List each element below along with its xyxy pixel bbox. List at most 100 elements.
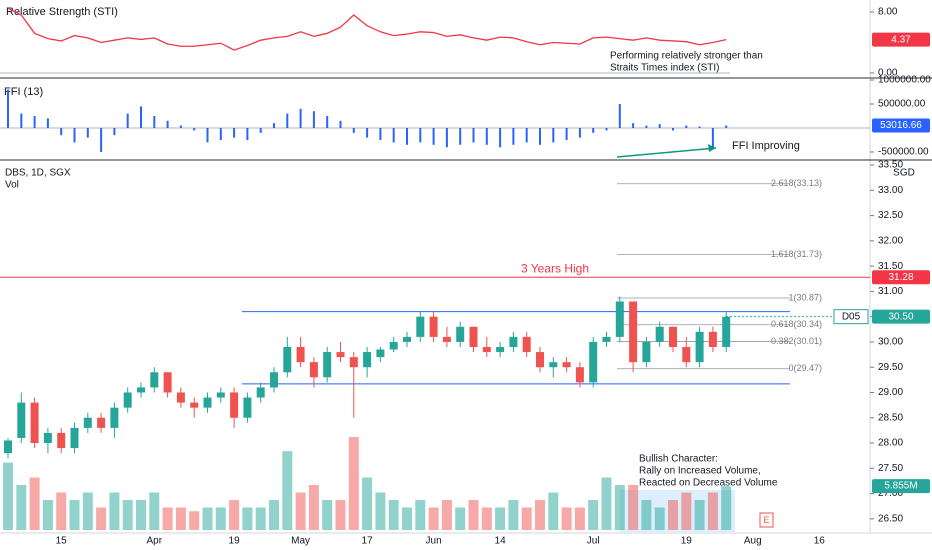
ffi-last-value: 53016.66 [880, 120, 922, 131]
ffi-bar [33, 115, 36, 128]
ffi-bar [299, 108, 302, 128]
volume-bar [136, 500, 146, 530]
volume-bar [508, 500, 519, 530]
volume-bar [388, 500, 399, 530]
candle-body [270, 372, 278, 388]
candle-body [216, 392, 225, 398]
volume-bar [96, 507, 107, 530]
x-tick-label: Jul [587, 536, 600, 547]
fib-label: 0.382(30.01) [771, 336, 822, 346]
last-price-box [872, 309, 930, 324]
ffi-bar [366, 127, 369, 138]
candle-body [349, 357, 358, 368]
volume-bar [202, 507, 213, 530]
y-tick-label: 31.50 [878, 261, 903, 272]
candle-body [283, 346, 292, 373]
candle-body [296, 346, 305, 363]
volume-bar [215, 507, 226, 530]
candle-body [363, 352, 372, 368]
volume-bar [242, 507, 253, 530]
volume-bar [375, 492, 386, 530]
volume-bar [588, 500, 599, 530]
ffi-bar [286, 113, 289, 128]
volume-bar [694, 500, 705, 530]
candle-body [43, 432, 52, 444]
candle-body [522, 336, 531, 353]
ffi-bar [352, 127, 355, 133]
volume-bar [122, 500, 133, 530]
volume-bar [707, 492, 718, 530]
volume-annotation: Reacted on Decreased Volume [639, 478, 778, 489]
y-tick-label: 33.00 [878, 185, 903, 196]
y-tick-label: 26.50 [878, 513, 903, 524]
last-price: 30.50 [888, 311, 913, 322]
ffi-bar [592, 127, 595, 133]
candle-body [323, 352, 332, 378]
ffi-bar [711, 127, 714, 148]
ffi-bar [406, 127, 408, 145]
y-tick-label: 32.00 [878, 235, 903, 246]
high-line-text: 3 Years High [521, 261, 589, 275]
x-tick-label: 17 [362, 536, 374, 547]
ffi-bar [512, 127, 515, 145]
volume-bar [441, 500, 452, 530]
volume-bar [56, 492, 67, 530]
volume-bar [16, 485, 27, 530]
candle-body [70, 427, 79, 449]
volume-bar [614, 485, 625, 530]
volume-annotation: Bullish Character: [639, 454, 718, 465]
candle-body [176, 392, 185, 403]
ffi-bar [20, 113, 23, 128]
ffi-bar [499, 127, 502, 148]
ffi-bar [179, 125, 182, 128]
volume-annotation: Rally on Increased Volume, [639, 466, 761, 477]
ffi-bar [432, 127, 435, 145]
volume-bar [295, 492, 306, 530]
earnings-letter: E [763, 515, 769, 525]
volume-bar [69, 500, 80, 530]
fib-label: 1(30.87) [788, 292, 822, 302]
candle-body [309, 362, 318, 378]
earnings-marker[interactable] [759, 512, 774, 528]
volume-bar [601, 477, 612, 530]
ffi-bar [632, 123, 635, 128]
candle-body [376, 349, 385, 358]
candle-body [4, 440, 12, 454]
y-tick-label: 27.00 [878, 488, 903, 499]
candle-body [708, 331, 717, 347]
volume-last-box [872, 479, 930, 494]
candle-body [655, 326, 664, 342]
ffi-bar [7, 89, 9, 128]
ffi-bar [326, 115, 329, 128]
x-tick-label: 14 [495, 536, 507, 547]
ffi-bar [73, 127, 76, 143]
candle-body [57, 432, 66, 449]
ffi-bar [605, 127, 608, 131]
candle-body [256, 387, 265, 398]
arrow-head [708, 144, 716, 152]
y-tick-label: 0.00 [878, 68, 898, 79]
ffi-bar [445, 127, 448, 148]
y-tick-label: 28.50 [878, 412, 903, 423]
ffi-bar [153, 115, 156, 128]
ffi-bar [46, 118, 49, 128]
candle-body [389, 341, 398, 350]
volume-bar [468, 500, 479, 530]
ffi-bar [140, 106, 142, 128]
rs-annotation: Straits Times index (STI) [610, 63, 719, 74]
ffi-bar [113, 127, 116, 136]
ffi-bar [525, 127, 528, 143]
candle-body [669, 326, 677, 347]
volume-title: Vol [5, 180, 19, 191]
candle-body [150, 372, 159, 388]
ffi-bar [658, 124, 661, 128]
rs-last-value: 4.37 [891, 34, 911, 45]
candle-body [203, 397, 212, 408]
y-tick-label: 1000000.00 [878, 75, 931, 86]
ffi-bar [166, 120, 169, 128]
volume-bar [668, 500, 678, 530]
y-tick-label: -500000.00 [878, 147, 929, 158]
ffi-bar [193, 127, 196, 131]
currency: SGD [893, 168, 915, 179]
y-tick-label: 31.00 [878, 286, 903, 297]
